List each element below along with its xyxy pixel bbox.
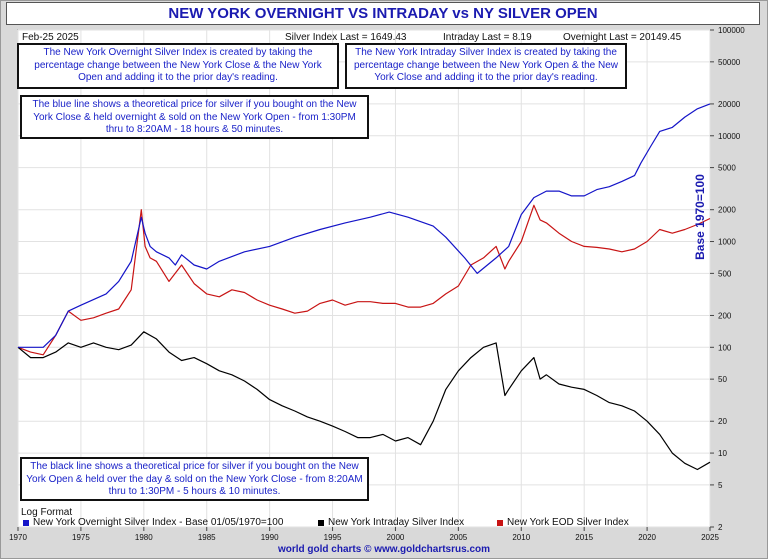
x-tick-label: 1975	[72, 533, 90, 542]
y-tick-label: 10	[718, 449, 727, 458]
note-black-line: The black line shows a theoretical price…	[20, 457, 369, 501]
legend-swatch	[497, 519, 503, 526]
y-tick-label: 50000	[718, 58, 741, 67]
x-tick-label: 1970	[9, 533, 27, 542]
note-blue-line: The blue line shows a theoretical price …	[20, 95, 369, 139]
legend-swatch	[318, 519, 324, 526]
legend-swatch	[23, 519, 29, 526]
legend-label: New York Intraday Silver Index	[328, 517, 465, 528]
y-axis-label: Base 1970=100	[693, 174, 707, 260]
note-overnight: The New York Overnight Silver Index is c…	[17, 43, 339, 89]
x-tick-label: 1980	[135, 533, 153, 542]
legend-label: New York Overnight Silver Index - Base 0…	[33, 517, 284, 528]
header-silver-last: Silver Index Last = 1649.43	[285, 32, 407, 43]
legend-item-intraday: New York Intraday Silver Index	[318, 517, 464, 528]
y-tick-label: 500	[718, 269, 732, 278]
y-tick-label: 20	[718, 417, 727, 426]
x-tick-label: 2005	[449, 533, 467, 542]
x-tick-label: 2010	[512, 533, 530, 542]
y-tick-label: 10000	[718, 132, 741, 141]
y-tick-label: 5000	[718, 164, 736, 173]
y-tick-label: 50	[718, 375, 727, 384]
y-tick-label: 200	[718, 311, 732, 320]
x-tick-label: 1995	[324, 533, 342, 542]
header-overnight-last: Overnight Last = 20149.45	[563, 32, 682, 43]
series-line-overnight	[18, 103, 711, 348]
chart-title: NEW YORK OVERNIGHT VS INTRADAY vs NY SIL…	[6, 2, 760, 25]
header-intraday-last: Intraday Last = 8.19	[443, 32, 532, 43]
log-format-label: Log Format	[21, 507, 73, 518]
y-tick-label: 100	[718, 343, 732, 352]
y-tick-label: 100000	[718, 26, 745, 35]
series-line-intraday	[17, 331, 711, 471]
x-tick-label: 1990	[261, 533, 279, 542]
legend-item-eod: New York EOD Silver Index	[497, 517, 629, 528]
y-tick-label: 2	[718, 523, 723, 532]
y-tick-label: 1000	[718, 238, 736, 247]
y-tick-label: 20000	[718, 100, 741, 109]
legend-item-overnight: New York Overnight Silver Index - Base 0…	[23, 517, 283, 528]
note-intraday: The New York Intraday Silver Index is cr…	[345, 43, 627, 89]
footer-credit: world gold charts © www.goldchartsrus.co…	[277, 544, 491, 555]
x-tick-label: 1985	[198, 533, 216, 542]
y-tick-label: 2000	[718, 206, 736, 215]
x-tick-label: 2020	[638, 533, 656, 542]
legend-label: New York EOD Silver Index	[507, 517, 629, 528]
header-date: Feb-25 2025	[22, 32, 79, 43]
y-tick-label: 5	[718, 481, 723, 490]
x-tick-label: 2025	[701, 533, 719, 542]
x-tick-label: 2000	[387, 533, 405, 542]
x-tick-label: 2015	[575, 533, 593, 542]
